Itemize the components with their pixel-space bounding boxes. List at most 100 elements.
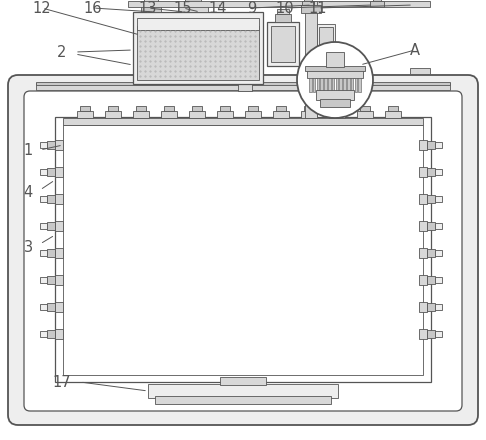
Bar <box>419 329 427 339</box>
Bar <box>248 106 258 111</box>
Bar <box>435 331 442 337</box>
Bar <box>164 106 174 111</box>
Bar <box>435 169 442 175</box>
Bar <box>55 275 63 285</box>
Bar <box>40 169 47 175</box>
Bar <box>192 106 202 111</box>
Bar <box>137 26 259 80</box>
Bar <box>55 329 63 339</box>
Bar <box>136 106 146 111</box>
Bar <box>307 83 315 91</box>
Bar <box>317 24 335 54</box>
FancyBboxPatch shape <box>24 91 462 411</box>
Bar <box>273 111 289 118</box>
Bar <box>63 125 423 375</box>
Bar <box>55 248 63 258</box>
Bar <box>355 78 357 92</box>
Bar <box>320 99 350 107</box>
Bar <box>305 66 365 71</box>
Bar <box>419 248 427 258</box>
Bar <box>410 68 430 74</box>
Bar <box>316 78 319 92</box>
Bar <box>309 78 312 92</box>
Bar <box>40 196 47 202</box>
Bar <box>336 78 338 92</box>
Bar <box>40 331 47 337</box>
Bar <box>419 167 427 177</box>
Bar <box>305 1 317 118</box>
Bar <box>276 106 286 111</box>
Bar <box>108 106 118 111</box>
Bar <box>217 111 233 118</box>
Bar <box>275 14 291 22</box>
Bar <box>77 111 93 118</box>
Bar <box>189 111 205 118</box>
Text: 15: 15 <box>174 0 192 15</box>
Bar <box>304 0 312 1</box>
Bar <box>220 106 230 111</box>
Bar <box>301 5 321 13</box>
Circle shape <box>297 42 373 118</box>
Bar <box>329 111 345 118</box>
Bar <box>40 142 47 148</box>
Bar <box>435 196 442 202</box>
Bar <box>40 250 47 256</box>
Text: 2: 2 <box>57 44 67 59</box>
Bar <box>47 303 55 311</box>
Bar <box>427 168 435 176</box>
Bar <box>419 140 427 150</box>
Bar <box>36 82 450 85</box>
Bar <box>36 83 450 90</box>
Bar <box>435 250 442 256</box>
Text: 1: 1 <box>23 143 33 158</box>
Bar <box>128 1 430 7</box>
Bar <box>40 304 47 310</box>
Bar <box>63 118 423 125</box>
Bar <box>307 70 363 78</box>
Bar <box>360 106 370 111</box>
Bar <box>357 111 373 118</box>
Bar <box>339 78 342 92</box>
Bar <box>137 18 259 30</box>
Text: 16: 16 <box>84 0 102 15</box>
Bar <box>427 249 435 257</box>
Bar <box>267 22 299 66</box>
Bar <box>55 167 63 177</box>
Text: 9: 9 <box>247 0 257 15</box>
Bar <box>435 304 442 310</box>
Bar <box>133 12 263 84</box>
Bar <box>332 78 334 92</box>
Text: 14: 14 <box>209 0 227 15</box>
Bar <box>238 83 252 91</box>
Bar <box>435 223 442 229</box>
Bar <box>324 78 327 92</box>
Bar <box>55 221 63 231</box>
Bar <box>370 1 384 7</box>
Bar <box>435 142 442 148</box>
Bar <box>40 223 47 229</box>
Bar <box>427 330 435 338</box>
Bar <box>332 106 342 111</box>
Bar <box>419 275 427 285</box>
Text: 12: 12 <box>33 0 52 15</box>
Bar <box>427 222 435 230</box>
Text: A: A <box>410 43 420 58</box>
Bar <box>319 27 333 51</box>
Bar <box>185 0 201 4</box>
Bar <box>178 4 208 12</box>
Text: 13: 13 <box>139 0 157 15</box>
Text: 11: 11 <box>309 0 327 15</box>
Bar <box>47 222 55 230</box>
Bar <box>220 377 266 385</box>
Bar <box>419 194 427 204</box>
Bar <box>427 276 435 284</box>
Bar <box>47 249 55 257</box>
Bar <box>328 78 330 92</box>
Bar <box>148 384 338 398</box>
Bar <box>385 111 401 118</box>
Bar <box>47 330 55 338</box>
Bar <box>343 78 346 92</box>
Bar <box>80 106 90 111</box>
Bar <box>326 52 344 67</box>
Bar <box>55 194 63 204</box>
